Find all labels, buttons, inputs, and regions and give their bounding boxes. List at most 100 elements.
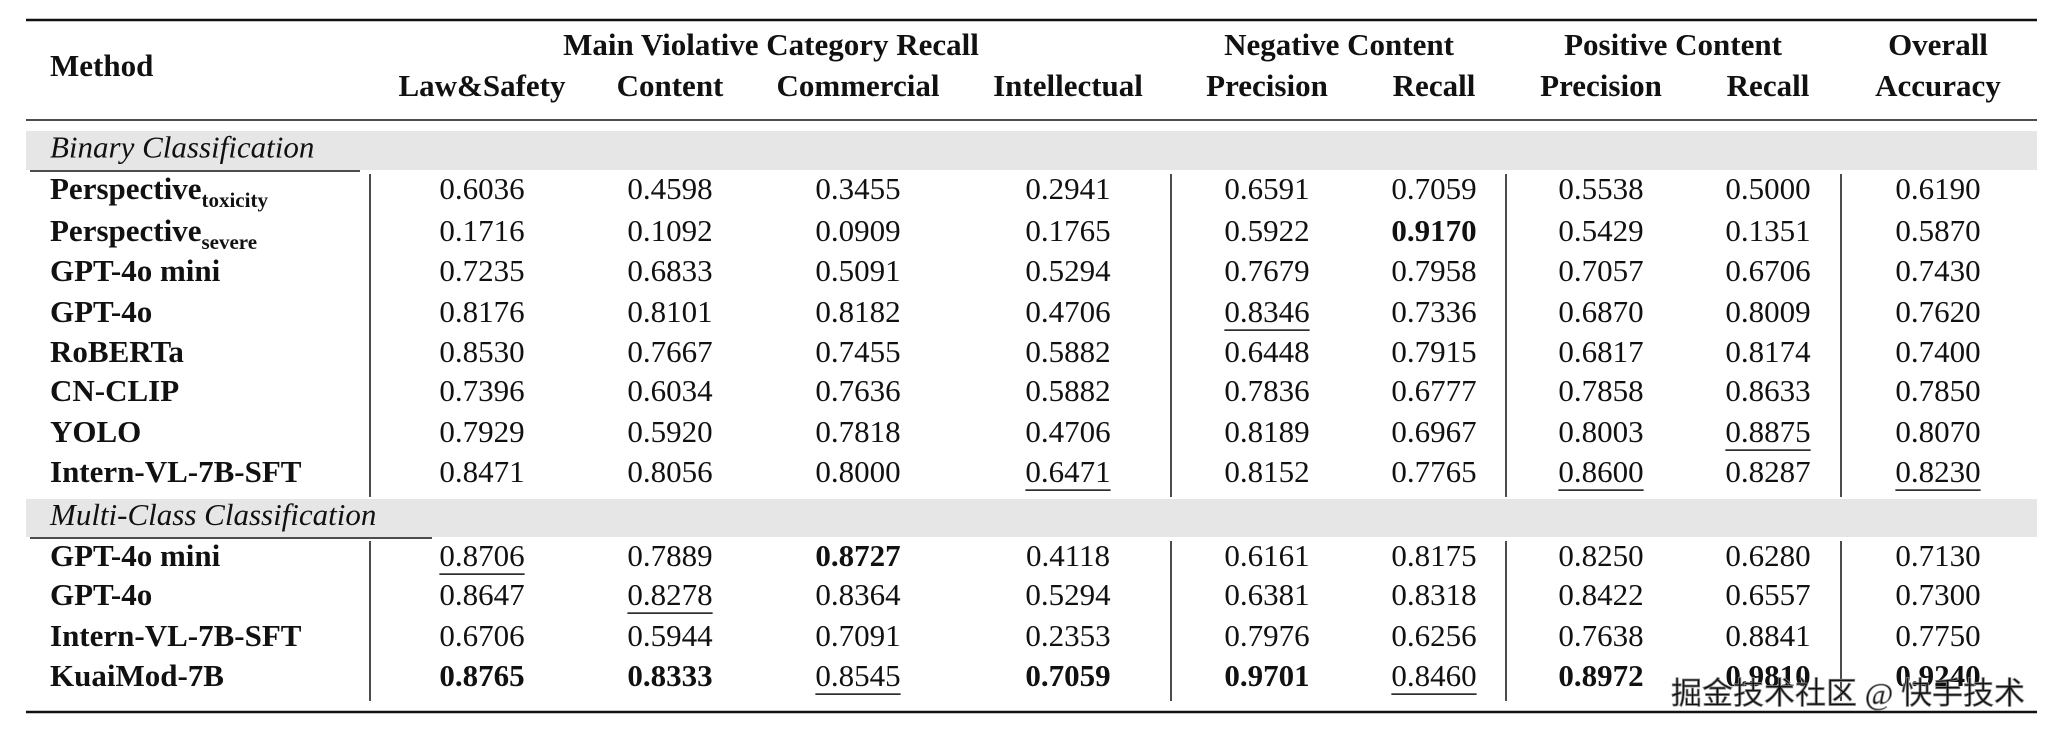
cell-value: 0.6034 — [627, 373, 713, 408]
cell-value: 0.5538 — [1558, 171, 1643, 206]
section-band — [26, 499, 2037, 537]
cell-value: 0.8471 — [439, 454, 524, 489]
column-header: Recall — [1393, 68, 1476, 103]
cell-value: 0.7976 — [1224, 618, 1309, 653]
method-label: Perspective — [50, 213, 201, 248]
cell-value: 0.8009 — [1725, 294, 1810, 329]
method-name: Intern-VL-7B-SFT — [50, 618, 302, 653]
method-name: YOLO — [50, 414, 141, 449]
cell-value: 0.7858 — [1558, 373, 1643, 408]
cell-value: 0.6706 — [1725, 253, 1810, 288]
watermark: 掘金技术社区 @ 快手技术 — [1671, 676, 2025, 711]
cell-value: 0.8176 — [439, 294, 524, 329]
cell-value: 0.7235 — [439, 253, 524, 288]
cell-value: 0.6280 — [1725, 538, 1810, 573]
column-header: Law&Safety — [398, 68, 566, 103]
cell-value: 0.1092 — [627, 213, 712, 248]
cell-value: 0.8250 — [1558, 538, 1643, 573]
cell-value: 0.5882 — [1025, 334, 1110, 369]
cell-value: 0.8318 — [1391, 577, 1476, 612]
column-header: Precision — [1206, 68, 1328, 103]
method-header: Method — [50, 48, 153, 83]
cell-value: 0.2353 — [1025, 618, 1110, 653]
method-label: RoBERTa — [50, 334, 184, 369]
cell-value: 0.6557 — [1725, 577, 1810, 612]
cell-value: 0.5429 — [1558, 213, 1643, 248]
cell-value: 0.1765 — [1025, 213, 1110, 248]
cell-value: 0.8364 — [815, 577, 901, 612]
method-name: Intern-VL-7B-SFT — [50, 454, 302, 489]
cell-value: 0.4598 — [627, 171, 712, 206]
cell-value: 0.7638 — [1558, 618, 1643, 653]
cell-value: 0.8152 — [1224, 454, 1309, 489]
cell-value: 0.8633 — [1725, 373, 1810, 408]
cell-value: 0.4706 — [1025, 294, 1110, 329]
cell-value: 0.9810 — [1725, 658, 1810, 693]
cell-value: 0.7818 — [815, 414, 900, 449]
cell-value: 0.1716 — [439, 213, 524, 248]
cell-value: 0.7958 — [1391, 253, 1476, 288]
cell-value: 0.6471 — [1025, 454, 1110, 489]
method-label: GPT-4o — [50, 294, 152, 329]
cell-value: 0.1351 — [1725, 213, 1810, 248]
cell-value: 0.3455 — [815, 171, 900, 206]
cell-value: 0.7091 — [815, 618, 900, 653]
cell-value: 0.6870 — [1558, 294, 1643, 329]
cell-value: 0.6381 — [1224, 577, 1309, 612]
cell-value: 0.6190 — [1895, 171, 1980, 206]
method-label: Intern-VL-7B-SFT — [50, 454, 302, 489]
method-name: KuaiMod-7B — [50, 658, 224, 693]
cell-value: 0.8647 — [439, 577, 524, 612]
cell-value: 0.9170 — [1391, 213, 1476, 248]
cell-value: 0.7836 — [1224, 373, 1309, 408]
cell-value: 0.8287 — [1725, 454, 1810, 489]
cell-value: 0.8422 — [1558, 577, 1643, 612]
cell-value: 0.7889 — [627, 538, 712, 573]
cell-value: 0.8056 — [627, 454, 712, 489]
group-header: Overall — [1888, 27, 1988, 62]
column-header: Recall — [1727, 68, 1810, 103]
cell-value: 0.8765 — [439, 658, 524, 693]
cell-value: 0.8706 — [439, 538, 524, 573]
method-label: GPT-4o mini — [50, 538, 221, 573]
section-band — [26, 131, 2037, 170]
cell-value: 0.5000 — [1725, 171, 1810, 206]
cell-value: 0.7300 — [1895, 577, 1980, 612]
cell-value: 0.6777 — [1391, 373, 1476, 408]
method-name: GPT-4o — [50, 577, 152, 612]
cell-value: 0.8727 — [815, 538, 900, 573]
cell-value: 0.5294 — [1025, 253, 1111, 288]
cell-value: 0.6967 — [1391, 414, 1476, 449]
cell-value: 0.8175 — [1391, 538, 1476, 573]
cell-value: 0.6706 — [439, 618, 524, 653]
cell-value: 0.6591 — [1224, 171, 1309, 206]
cell-value: 0.0909 — [815, 213, 900, 248]
cell-value: 0.7396 — [439, 373, 524, 408]
method-name: GPT-4o — [50, 294, 152, 329]
cell-value: 0.8600 — [1558, 454, 1643, 489]
group-header: Main Violative Category Recall — [563, 27, 979, 62]
cell-value: 0.8000 — [815, 454, 900, 489]
cell-value: 0.8841 — [1725, 618, 1810, 653]
cell-value: 0.7915 — [1391, 334, 1476, 369]
column-header: Commercial — [777, 68, 940, 103]
method-name: RoBERTa — [50, 334, 184, 369]
cell-value: 0.8346 — [1224, 294, 1309, 329]
cell-value: 0.5922 — [1224, 213, 1309, 248]
cell-value: 0.7430 — [1895, 253, 1980, 288]
column-header: Precision — [1540, 68, 1662, 103]
cell-value: 0.6833 — [627, 253, 712, 288]
cell-value: 0.8333 — [627, 658, 712, 693]
method-label: KuaiMod-7B — [50, 658, 224, 693]
method-name: Perspectivesevere — [50, 213, 257, 254]
cell-value: 0.6161 — [1224, 538, 1309, 573]
cell-value: 0.4706 — [1025, 414, 1110, 449]
method-label: Perspective — [50, 171, 201, 206]
cell-value: 0.7336 — [1391, 294, 1476, 329]
cell-value: 0.6448 — [1224, 334, 1309, 369]
cell-value: 0.5294 — [1025, 577, 1111, 612]
cell-value: 0.7929 — [439, 414, 524, 449]
cell-value: 0.8545 — [815, 658, 900, 693]
cell-value: 0.8460 — [1391, 658, 1476, 693]
